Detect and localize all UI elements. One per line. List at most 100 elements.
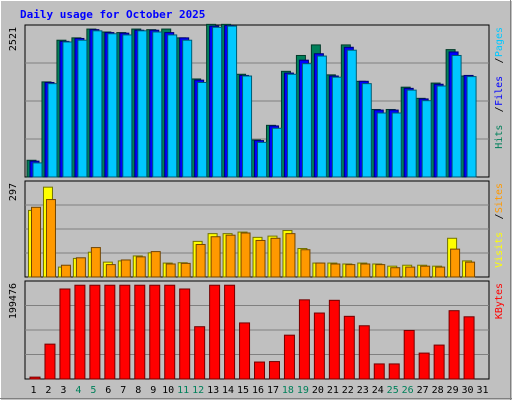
bar-pages-day-7 bbox=[122, 34, 133, 178]
bar-kbytes-day-15 bbox=[239, 322, 251, 380]
bar-sites-day-20 bbox=[315, 262, 326, 278]
bar-kbytes-day-26 bbox=[403, 329, 415, 380]
bar-pages-day-15 bbox=[242, 75, 253, 178]
bar-sites-day-18 bbox=[285, 233, 296, 278]
bar-pages-day-8 bbox=[137, 30, 148, 178]
bar-kbytes-day-27 bbox=[418, 352, 430, 380]
bar-sites-day-27 bbox=[420, 265, 431, 278]
bar-kbytes-day-25 bbox=[388, 363, 400, 380]
x-tick-day-2: 2 bbox=[45, 385, 51, 396]
x-tick-day-8: 8 bbox=[135, 385, 141, 396]
panel-kbytes: 199476 KBytes bbox=[8, 280, 505, 380]
legend-bottom: KBytes bbox=[494, 283, 505, 319]
x-tick-day-25: 25 bbox=[387, 385, 399, 396]
x-tick-day-28: 28 bbox=[432, 385, 444, 396]
bar-sites-day-14 bbox=[225, 234, 236, 278]
x-tick-day-26: 26 bbox=[402, 385, 414, 396]
bar-pages-day-21 bbox=[331, 76, 342, 178]
bar-sites-day-5 bbox=[90, 247, 101, 278]
bar-kbytes-day-19 bbox=[298, 299, 310, 380]
bar-kbytes-day-13 bbox=[209, 284, 221, 380]
y-max-label: 2521 bbox=[8, 27, 19, 51]
legend-item-sites: Sites bbox=[494, 183, 505, 213]
bar-kbytes-day-12 bbox=[194, 326, 206, 380]
x-tick-day-30: 30 bbox=[462, 385, 474, 396]
x-tick-day-12: 12 bbox=[192, 385, 204, 396]
bar-sites-day-21 bbox=[330, 263, 341, 278]
bar-kbytes-day-24 bbox=[373, 363, 385, 380]
bar-sites-day-3 bbox=[60, 264, 71, 278]
legend-item-files: Files bbox=[494, 76, 505, 106]
bar-pages-day-9 bbox=[152, 31, 163, 178]
bar-sites-day-25 bbox=[390, 267, 401, 278]
bar-kbytes-day-6 bbox=[104, 284, 116, 380]
bar-sites-day-9 bbox=[150, 251, 161, 278]
bar-pages-day-24 bbox=[376, 112, 387, 178]
bar-sites-day-1 bbox=[31, 206, 41, 278]
legend-separator: / bbox=[494, 106, 505, 112]
bar-kbytes-day-14 bbox=[224, 284, 236, 380]
bar-pages-day-27 bbox=[421, 100, 432, 178]
bar-kbytes-day-21 bbox=[328, 299, 340, 380]
bar-pages-day-4 bbox=[77, 39, 88, 178]
bar-kbytes-day-29 bbox=[448, 310, 460, 380]
bar-sites-day-15 bbox=[240, 232, 251, 278]
bar-sites-day-19 bbox=[300, 249, 311, 278]
legend-middle: Sites / Visits bbox=[494, 183, 505, 268]
bar-pages-day-20 bbox=[316, 55, 327, 178]
bar-pages-day-22 bbox=[346, 49, 357, 178]
bar-kbytes-day-28 bbox=[433, 344, 445, 380]
bar-pages-day-28 bbox=[436, 85, 447, 178]
x-tick-day-3: 3 bbox=[60, 385, 66, 396]
bar-sites-day-23 bbox=[360, 263, 371, 278]
bar-pages-day-13 bbox=[212, 26, 223, 178]
bar-kbytes-day-4 bbox=[74, 284, 86, 380]
bar-pages-day-1 bbox=[32, 162, 43, 178]
bar-pages-day-29 bbox=[451, 54, 462, 178]
bar-pages-day-14 bbox=[227, 25, 238, 178]
bar-kbytes-day-23 bbox=[358, 325, 370, 380]
bar-pages-day-6 bbox=[107, 33, 118, 178]
bar-pages-day-25 bbox=[391, 112, 402, 178]
x-tick-day-13: 13 bbox=[207, 385, 219, 396]
bar-pages-day-16 bbox=[257, 141, 268, 178]
x-tick-day-20: 20 bbox=[312, 385, 324, 396]
x-tick-day-19: 19 bbox=[297, 385, 309, 396]
bar-kbytes-day-10 bbox=[164, 284, 176, 380]
x-tick-day-15: 15 bbox=[237, 385, 249, 396]
x-tick-day-31: 31 bbox=[476, 385, 488, 396]
bar-sites-day-13 bbox=[210, 236, 221, 278]
bar-sites-day-8 bbox=[135, 256, 146, 278]
bar-kbytes-day-17 bbox=[268, 361, 280, 380]
x-tick-day-6: 6 bbox=[105, 385, 111, 396]
bar-sites-day-26 bbox=[405, 266, 416, 278]
legend-item-pages: Pages bbox=[494, 27, 505, 57]
x-tick-day-18: 18 bbox=[282, 385, 294, 396]
bar-sites-day-16 bbox=[255, 239, 266, 278]
bar-sites-day-29 bbox=[450, 248, 461, 278]
x-tick-day-11: 11 bbox=[177, 385, 189, 396]
x-tick-day-10: 10 bbox=[162, 385, 174, 396]
legend-item-hits: Hits bbox=[494, 125, 505, 149]
bar-sites-day-22 bbox=[345, 264, 356, 278]
legend-separator: / bbox=[494, 58, 505, 64]
bar-kbytes-day-16 bbox=[254, 361, 266, 380]
x-tick-day-14: 14 bbox=[222, 385, 234, 396]
x-tick-day-21: 21 bbox=[327, 385, 339, 396]
bar-kbytes-day-2 bbox=[44, 343, 56, 380]
x-tick-day-5: 5 bbox=[90, 385, 96, 396]
y-max-label: 297 bbox=[8, 183, 19, 201]
bar-sites-day-28 bbox=[435, 266, 446, 278]
x-tick-day-7: 7 bbox=[120, 385, 126, 396]
bar-pages-day-19 bbox=[301, 63, 312, 178]
bar-pages-day-5 bbox=[92, 30, 103, 178]
bar-kbytes-day-30 bbox=[463, 316, 475, 380]
chart-title: Daily usage for October 2025 bbox=[20, 8, 205, 21]
x-tick-day-1: 1 bbox=[30, 385, 36, 396]
bar-pages-day-18 bbox=[286, 73, 297, 178]
y-max-label: 199476 bbox=[8, 283, 19, 319]
bar-sites-day-17 bbox=[270, 237, 281, 278]
legend-item-kbytes: KBytes bbox=[494, 283, 505, 319]
